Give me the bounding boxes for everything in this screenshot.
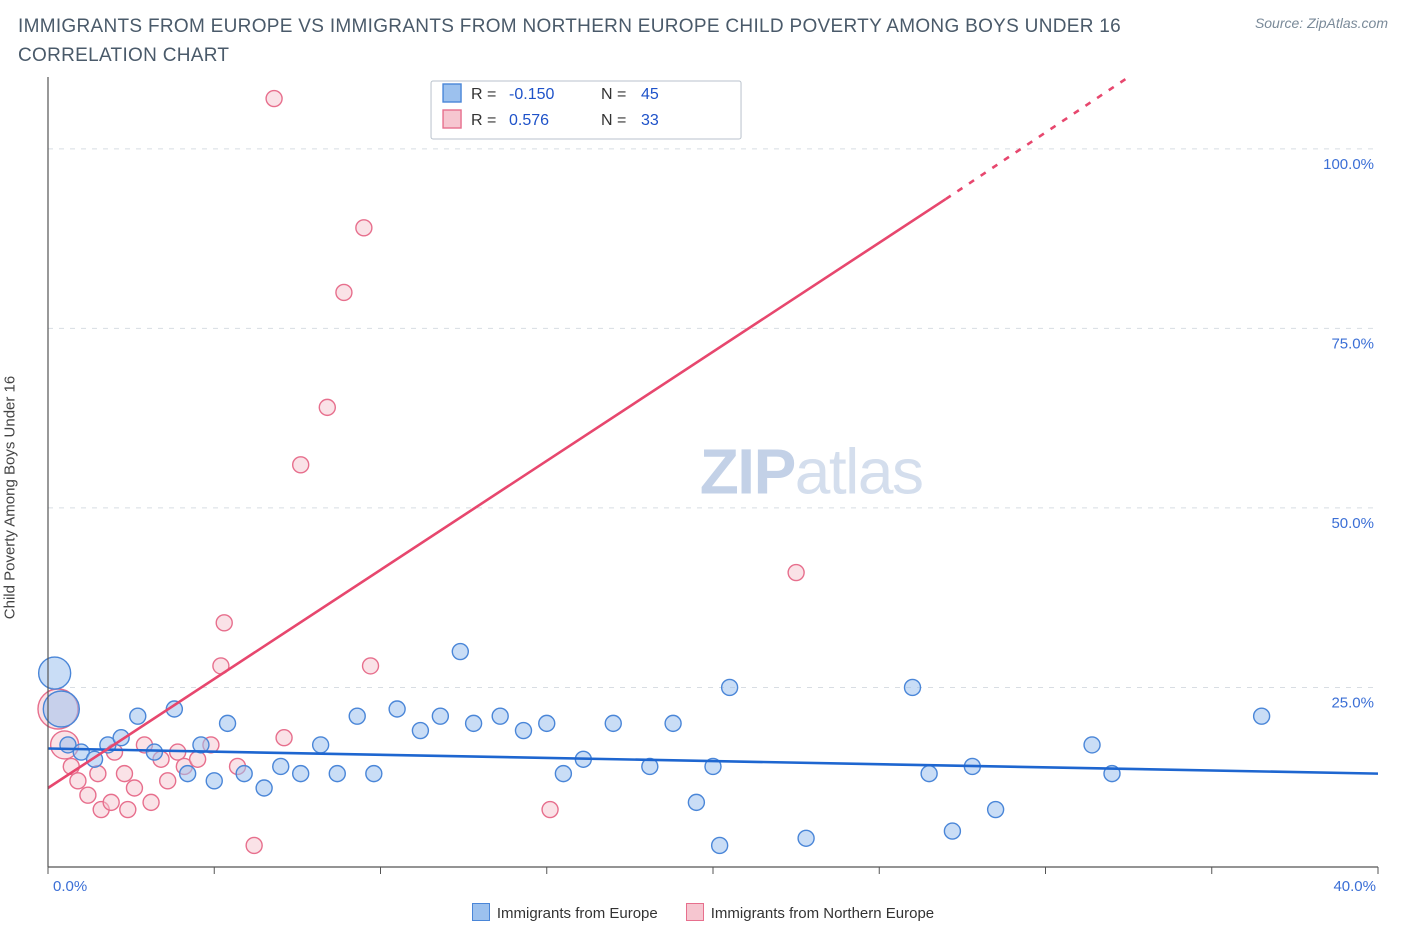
data-point [146,744,162,760]
svg-text:N =: N = [601,112,626,129]
data-point [688,794,704,810]
data-point [143,794,159,810]
data-point [220,715,236,731]
svg-text:0.0%: 0.0% [53,878,87,895]
svg-text:40.0%: 40.0% [1333,878,1376,895]
data-point [70,773,86,789]
source-attribution: Source: ZipAtlas.com [1255,15,1388,31]
legend-swatch [443,110,461,128]
data-point [103,794,119,810]
data-point [492,708,508,724]
data-point [90,766,106,782]
svg-text:N =: N = [601,86,626,103]
data-point [722,679,738,695]
data-point [266,90,282,106]
chart-title: IMMIGRANTS FROM EUROPE VS IMMIGRANTS FRO… [18,12,1138,71]
data-point [555,766,571,782]
svg-text:-0.150: -0.150 [509,86,554,103]
data-point [1084,737,1100,753]
data-point [329,766,345,782]
data-point [43,691,79,727]
data-point [236,766,252,782]
data-point [126,780,142,796]
svg-text:100.0%: 100.0% [1323,156,1374,173]
data-point [712,837,728,853]
svg-text:ZIPatlas: ZIPatlas [700,435,923,507]
source-name: ZipAtlas.com [1307,15,1388,31]
svg-text:33: 33 [641,112,659,129]
data-point [293,766,309,782]
data-point [798,830,814,846]
data-point [905,679,921,695]
trendline-pink-dashed [946,77,1129,199]
data-point [216,615,232,631]
svg-text:75.0%: 75.0% [1331,335,1374,352]
scatter-chart: 25.0% 50.0% 75.0% 100.0% ZIPatlas 0.0% 40.0% R … [18,77,1388,901]
data-point [542,801,558,817]
data-point [273,758,289,774]
data-point [412,722,428,738]
data-point [1254,708,1270,724]
data-point [515,722,531,738]
data-point [366,766,382,782]
data-point [319,399,335,415]
data-point [246,837,262,853]
data-point [313,737,329,753]
legend-label: Immigrants from Europe [497,905,658,922]
legend-item: Immigrants from Northern Europe [686,903,934,922]
data-point [336,284,352,300]
data-point [180,766,196,782]
data-point [539,715,555,731]
legend-label: Immigrants from Northern Europe [711,905,934,922]
series-legend: Immigrants from Europe Immigrants from No… [18,903,1388,922]
data-point [80,787,96,803]
data-point [349,708,365,724]
data-point [988,801,1004,817]
data-point [432,708,448,724]
data-point [788,564,804,580]
svg-text:45: 45 [641,86,659,103]
data-point [452,643,468,659]
svg-text:R =: R = [471,86,496,103]
data-point [389,701,405,717]
y-axis-label: Child Poverty Among Boys Under 16 [2,376,19,619]
legend-swatch [443,84,461,102]
data-point [206,773,222,789]
data-point [116,766,132,782]
data-point [363,658,379,674]
data-point [921,766,937,782]
data-point [39,657,71,689]
data-point [605,715,621,731]
data-point [276,730,292,746]
data-point [466,715,482,731]
svg-text:R =: R = [471,112,496,129]
data-point [665,715,681,731]
legend-swatch [686,903,704,921]
data-point [130,708,146,724]
data-point [120,801,136,817]
legend-swatch [472,903,490,921]
legend-item: Immigrants from Europe [472,903,658,922]
data-point [190,751,206,767]
chart-area: Child Poverty Among Boys Under 16 25.0%5… [18,77,1388,901]
svg-text:0.576: 0.576 [509,112,549,129]
svg-text:25.0%: 25.0% [1331,694,1374,711]
data-point [356,220,372,236]
data-point [293,457,309,473]
data-point [160,773,176,789]
source-label: Source: [1255,15,1303,31]
data-point [256,780,272,796]
svg-text:50.0%: 50.0% [1331,515,1374,532]
data-point [944,823,960,839]
